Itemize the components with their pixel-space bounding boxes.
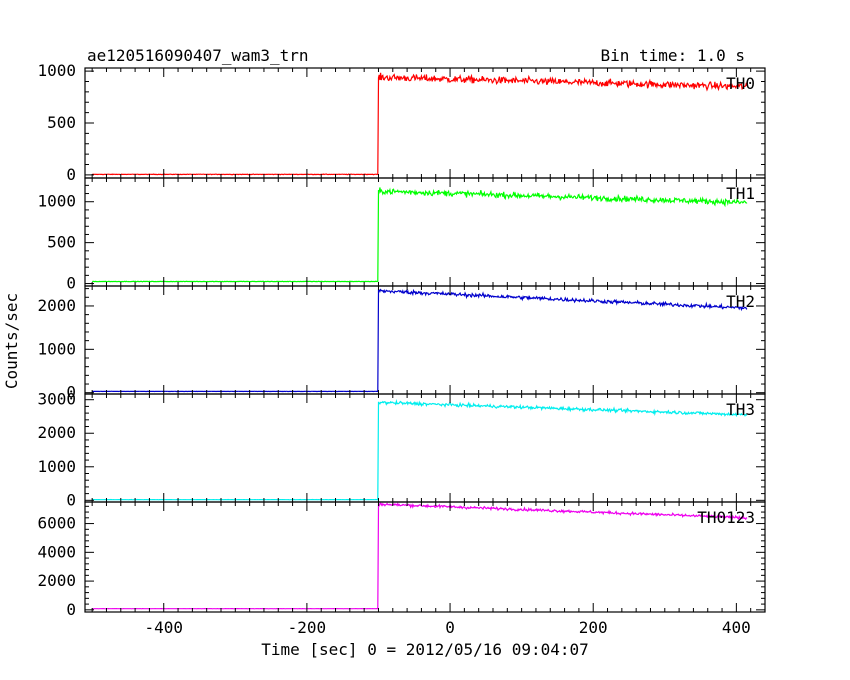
series-label: TH0: [726, 74, 755, 93]
x-tick-label: -200: [288, 618, 327, 637]
y-axis-label: Counts/sec: [2, 293, 21, 389]
y-tick-label: 3000: [37, 390, 76, 409]
chart-title: ae120516090407_wam3_trn: [87, 46, 309, 65]
y-tick-label: 0: [66, 383, 76, 402]
y-tick-label: 0: [66, 600, 76, 619]
panel-frame: [84, 393, 766, 503]
series-label: TH2: [726, 292, 755, 311]
series-line-th0: [92, 72, 748, 176]
series-line-th1: [92, 187, 748, 283]
series-label: TH3: [726, 400, 755, 419]
panel-th1: 0 500 1000 TH1: [37, 177, 766, 293]
x-tick-label: 0: [445, 618, 455, 637]
x-axis-label: Time [sec] 0 = 2012/05/16 09:04:07: [261, 640, 589, 659]
series-label: TH0123: [697, 508, 755, 527]
panel-frame: [84, 501, 766, 613]
panel-th0123: 0 2000 4000 6000 TH0123 -400 -200 0 200 400: [37, 501, 766, 637]
y-tick-label: 2000: [37, 296, 76, 315]
series-line-th3: [92, 399, 748, 501]
panel-th3: 0 1000 2000 3000 TH3: [37, 390, 766, 509]
y-tick-label: 1000: [37, 192, 76, 211]
bin-time-label: Bin time: 1.0 s: [601, 46, 746, 65]
y-tick-label: 2000: [37, 423, 76, 442]
y-tick-label: 1000: [37, 61, 76, 80]
panel-th2: 0 1000 2000 TH2: [37, 285, 766, 402]
series-line-th2: [92, 288, 748, 393]
series-line-th0123: [92, 501, 748, 610]
y-tick-label: 500: [47, 113, 76, 132]
panel-th0: 0 500 1000 TH0: [37, 61, 766, 184]
y-tick-label: 1000: [37, 339, 76, 358]
x-tick-label: 400: [722, 618, 751, 637]
y-tick-label: 4000: [37, 542, 76, 561]
y-tick-label: 6000: [37, 514, 76, 533]
y-tick-label: 1000: [37, 457, 76, 476]
series-label: TH1: [726, 184, 755, 203]
y-tick-label: 0: [66, 165, 76, 184]
x-tick-label: -400: [144, 618, 183, 637]
y-tick-label: 500: [47, 233, 76, 252]
y-tick-label: 0: [66, 490, 76, 509]
x-tick-label: 200: [579, 618, 608, 637]
y-tick-label: 2000: [37, 571, 76, 590]
y-tick-label: 0: [66, 274, 76, 293]
